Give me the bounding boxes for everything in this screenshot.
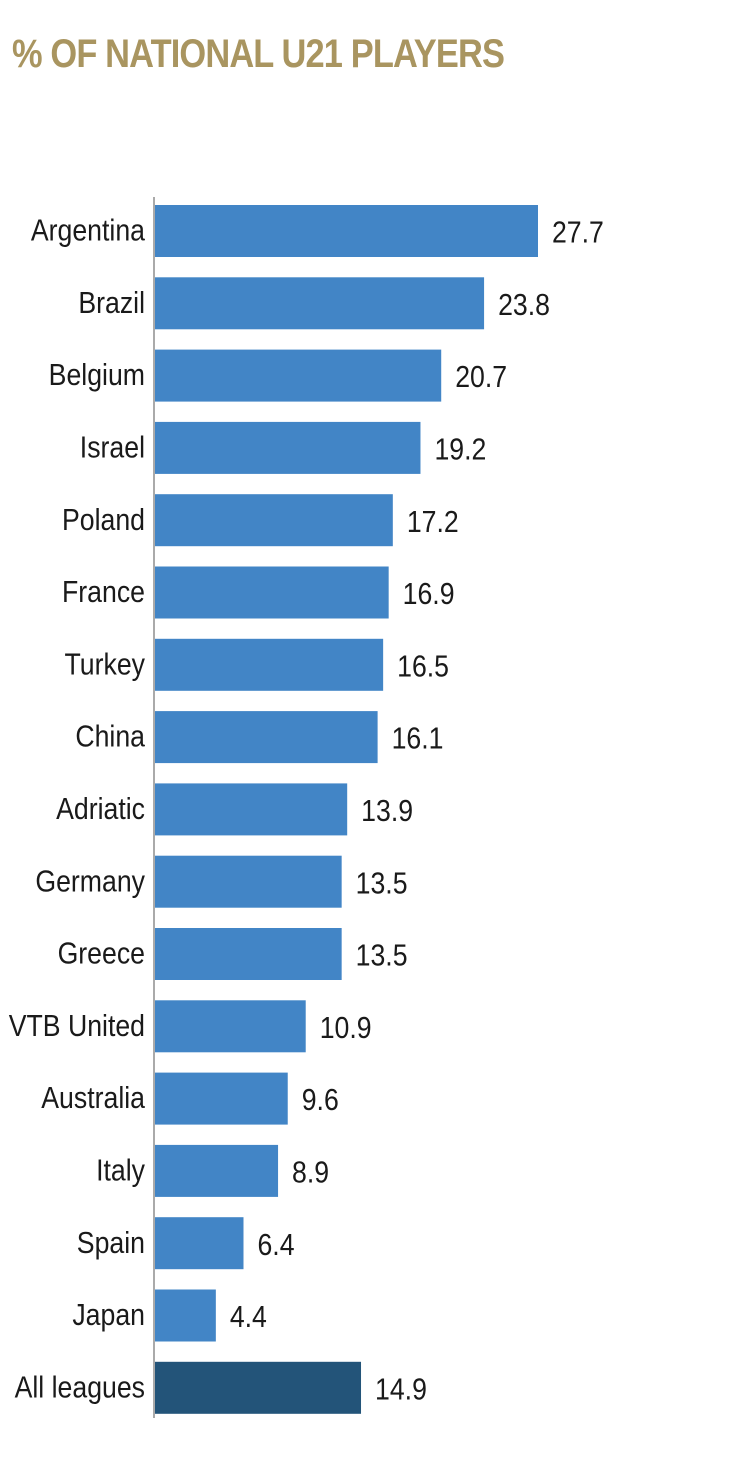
category-label-italy: Italy <box>96 1154 145 1188</box>
bar-belgium <box>155 349 442 402</box>
value-label-china: 16.1 <box>392 722 444 756</box>
category-label-belgium: Belgium <box>49 358 145 392</box>
bars-group <box>155 205 538 1414</box>
bar-japan <box>155 1289 216 1342</box>
bar-germany <box>155 855 342 908</box>
value-label-france: 16.9 <box>403 577 455 611</box>
value-label-belgium: 20.7 <box>455 360 507 394</box>
bar-argentina <box>155 205 538 257</box>
bar-france <box>155 566 389 619</box>
category-label-greece: Greece <box>58 937 145 971</box>
bar-vtb-united <box>155 1000 306 1053</box>
bar-spain <box>155 1217 244 1270</box>
value-label-vtb-united: 10.9 <box>320 1011 372 1045</box>
bar-china <box>155 711 378 764</box>
value-label-italy: 8.9 <box>292 1156 329 1190</box>
category-label-australia: Australia <box>41 1081 146 1115</box>
category-label-vtb-united: VTB United <box>9 1009 145 1043</box>
bar-australia <box>155 1072 288 1125</box>
bar-all-leagues <box>155 1361 362 1414</box>
value-label-australia: 9.6 <box>302 1083 339 1117</box>
value-label-poland: 17.2 <box>407 505 459 539</box>
value-label-adriatic: 13.9 <box>361 794 413 828</box>
category-label-china: China <box>75 720 145 754</box>
bar-italy <box>155 1144 279 1197</box>
value-label-germany: 13.5 <box>356 867 408 901</box>
category-label-turkey: Turkey <box>65 648 146 682</box>
bar-greece <box>155 928 342 980</box>
chart-title: % OF NATIONAL U21 PLAYERS <box>12 32 505 76</box>
category-labels: Argentina Brazil Belgium Israel Poland France… <box>9 214 146 1405</box>
value-label-brazil: 23.8 <box>498 288 550 322</box>
value-label-japan: 4.4 <box>230 1300 267 1334</box>
category-label-argentina: Argentina <box>31 214 146 248</box>
bar-adriatic <box>155 783 348 836</box>
category-label-poland: Poland <box>62 503 145 537</box>
value-labels: 27.7 23.8 20.7 19.2 17.2 16.9 16.5 16.1 13.9 13.5… <box>230 216 604 1407</box>
bar-brazil <box>155 277 485 330</box>
category-label-spain: Spain <box>77 1226 145 1260</box>
category-label-brazil: Brazil <box>78 286 145 320</box>
value-label-spain: 6.4 <box>257 1228 294 1262</box>
bar-turkey <box>155 638 384 691</box>
category-label-all-leagues: All leagues <box>15 1371 145 1405</box>
value-label-greece: 13.5 <box>356 939 408 973</box>
bar-poland <box>155 494 393 547</box>
category-label-israel: Israel <box>80 431 145 465</box>
value-label-israel: 19.2 <box>434 433 486 467</box>
category-label-germany: Germany <box>35 865 145 899</box>
value-label-all-leagues: 14.9 <box>375 1373 427 1407</box>
category-label-france: France <box>62 575 145 609</box>
bar-israel <box>155 421 421 474</box>
category-label-adriatic: Adriatic <box>56 792 145 826</box>
value-label-turkey: 16.5 <box>397 650 449 684</box>
category-label-japan: Japan <box>72 1298 145 1332</box>
value-label-argentina: 27.7 <box>552 216 604 250</box>
